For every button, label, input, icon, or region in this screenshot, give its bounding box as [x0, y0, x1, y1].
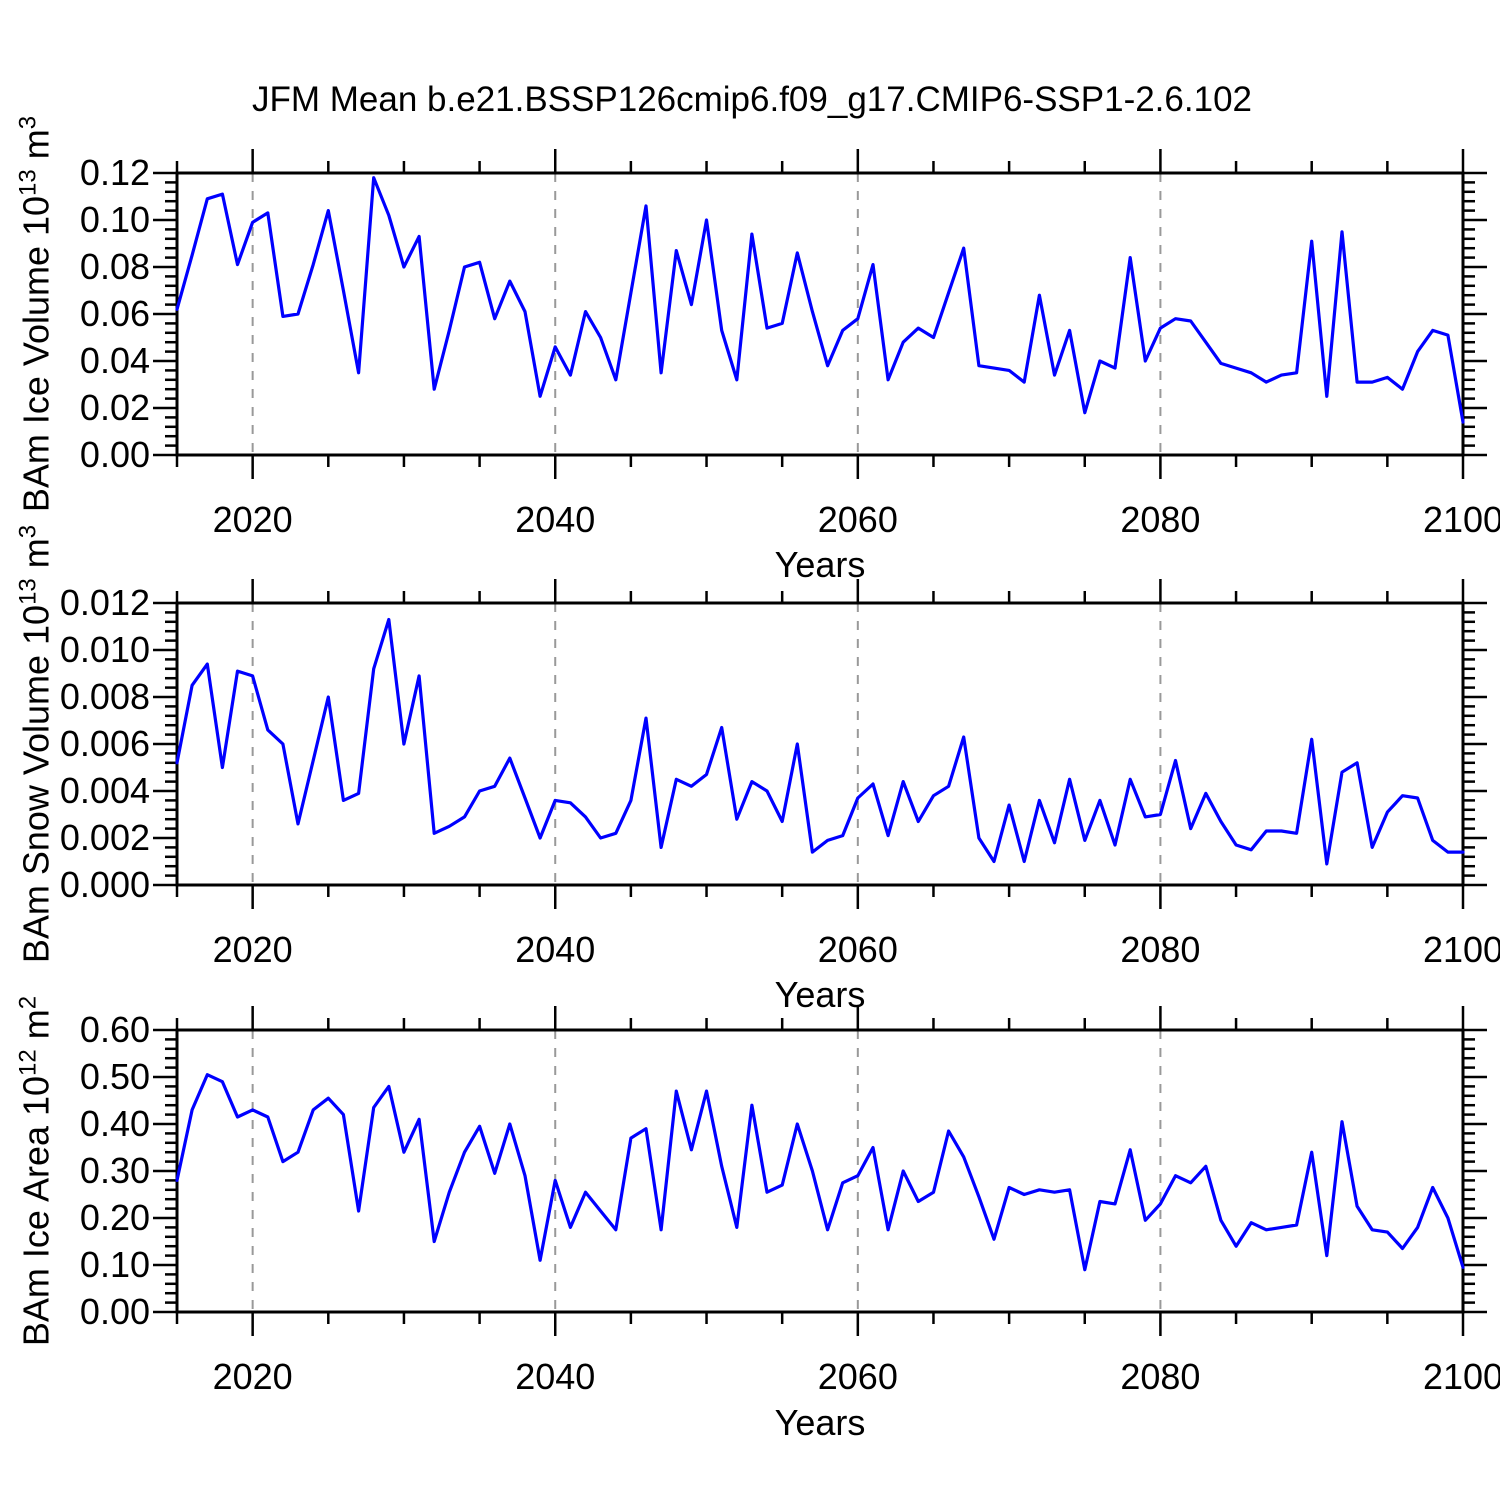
x-axis-title-panel3: Years [774, 1402, 866, 1443]
y-tick-label: 0.000 [59, 864, 150, 905]
x-tick-label: 2080 [1120, 499, 1201, 540]
x-axis-title-panel1: Years [774, 544, 866, 585]
x-tick-label: 2020 [212, 499, 293, 540]
y-tick-label: 0.10 [79, 199, 150, 240]
y-tick-label: 0.008 [59, 676, 150, 717]
y-tick-label: 0.06 [79, 293, 150, 334]
y-tick-label: 0.30 [79, 1150, 150, 1191]
y-tick-label: 0.20 [79, 1197, 150, 1238]
x-tick-label: 2100 [1422, 499, 1500, 540]
y-tick-label: 0.12 [79, 152, 150, 193]
x-tick-label: 2100 [1422, 929, 1500, 970]
x-tick-label: 2020 [212, 929, 293, 970]
y-tick-label: 0.04 [79, 340, 150, 381]
y-tick-label: 0.40 [79, 1103, 150, 1144]
plot-title: JFM Mean b.e21.BSSP126cmip6.f09_g17.CMIP… [252, 80, 1252, 119]
y-tick-label: 0.50 [79, 1056, 150, 1097]
x-tick-label: 2040 [515, 499, 596, 540]
y-tick-label: 0.010 [59, 629, 150, 670]
y-tick-label: 0.00 [79, 434, 150, 475]
x-tick-label: 2040 [515, 929, 596, 970]
x-tick-label: 2080 [1120, 929, 1201, 970]
x-tick-label: 2100 [1422, 1356, 1500, 1397]
y-tick-label: 0.004 [59, 770, 150, 811]
y-tick-label: 0.08 [79, 246, 150, 287]
y-tick-label: 0.10 [79, 1244, 150, 1285]
x-tick-label: 2020 [212, 1356, 293, 1397]
y-tick-label: 0.02 [79, 387, 150, 428]
x-tick-label: 2060 [817, 929, 898, 970]
y-tick-label: 0.00 [79, 1291, 150, 1332]
x-tick-label: 2080 [1120, 1356, 1201, 1397]
x-axis-title-panel2: Years [774, 974, 866, 1015]
y-tick-label: 0.60 [79, 1009, 150, 1050]
y-tick-label: 0.012 [59, 582, 150, 623]
x-tick-label: 2060 [817, 499, 898, 540]
y-tick-label: 0.006 [59, 723, 150, 764]
y-tick-label: 0.002 [59, 817, 150, 858]
x-tick-label: 2060 [817, 1356, 898, 1397]
x-tick-label: 2040 [515, 1356, 596, 1397]
